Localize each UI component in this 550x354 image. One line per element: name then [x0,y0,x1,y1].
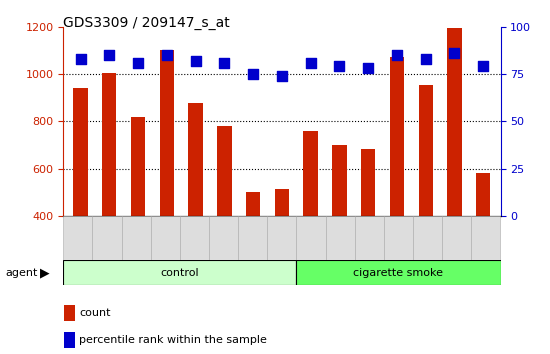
Point [249,71,257,77]
Bar [384,216,413,260]
Point [76,56,85,62]
Bar [122,216,151,260]
Bar [471,216,500,260]
Bar [355,216,384,260]
Bar [419,85,433,311]
Bar [296,216,326,260]
Bar [274,189,289,311]
Point [105,52,114,58]
Bar [238,216,267,260]
Bar [131,116,145,311]
Bar [160,50,174,311]
Bar [209,216,238,260]
Point [220,60,229,65]
Bar [442,216,471,260]
Text: control: control [161,268,199,278]
Text: percentile rank within the sample: percentile rank within the sample [79,335,267,345]
Point [162,52,171,58]
Bar [217,126,232,311]
Point [306,60,315,65]
Bar [73,88,87,311]
Bar [447,28,461,311]
Bar [189,103,203,311]
Text: cigarette smoke: cigarette smoke [354,268,443,278]
Bar [102,73,117,311]
Bar [92,216,122,260]
Text: agent: agent [6,268,38,278]
Bar [413,216,442,260]
Point [393,52,402,58]
Point [421,56,430,62]
Bar [361,149,375,311]
Bar [332,145,346,311]
Bar [63,260,296,285]
Bar [64,332,75,348]
Bar [246,192,260,311]
Bar [304,131,318,311]
Bar [151,216,180,260]
Point [479,63,488,69]
Point [364,65,372,71]
Bar [63,216,92,260]
Bar [296,260,501,285]
Bar [267,216,296,260]
Point [191,58,200,63]
Text: ▶: ▶ [40,266,49,279]
Bar [326,216,355,260]
Text: GDS3309 / 209147_s_at: GDS3309 / 209147_s_at [63,16,230,30]
Point [335,63,344,69]
Point [450,50,459,56]
Bar [390,57,404,311]
Text: count: count [79,308,111,318]
Bar [476,173,491,311]
Bar [64,305,75,321]
Bar [180,216,209,260]
Point [134,60,142,65]
Point [277,73,286,79]
